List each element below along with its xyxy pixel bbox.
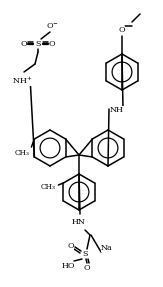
Text: S: S: [35, 40, 41, 48]
Text: O: O: [84, 264, 90, 272]
Text: S: S: [82, 250, 88, 258]
Text: HN: HN: [72, 218, 86, 226]
Text: O$^{-}$: O$^{-}$: [46, 21, 58, 31]
Text: CH₃: CH₃: [14, 149, 29, 157]
Text: HO: HO: [61, 262, 75, 270]
Text: O: O: [119, 26, 125, 34]
Text: Na: Na: [101, 244, 113, 252]
Text: O: O: [21, 40, 27, 48]
Text: NH$^{+}$: NH$^{+}$: [12, 74, 32, 86]
Text: CH₃: CH₃: [40, 183, 55, 191]
Text: O: O: [49, 40, 55, 48]
Text: NH: NH: [110, 106, 124, 114]
Text: O: O: [68, 242, 74, 250]
